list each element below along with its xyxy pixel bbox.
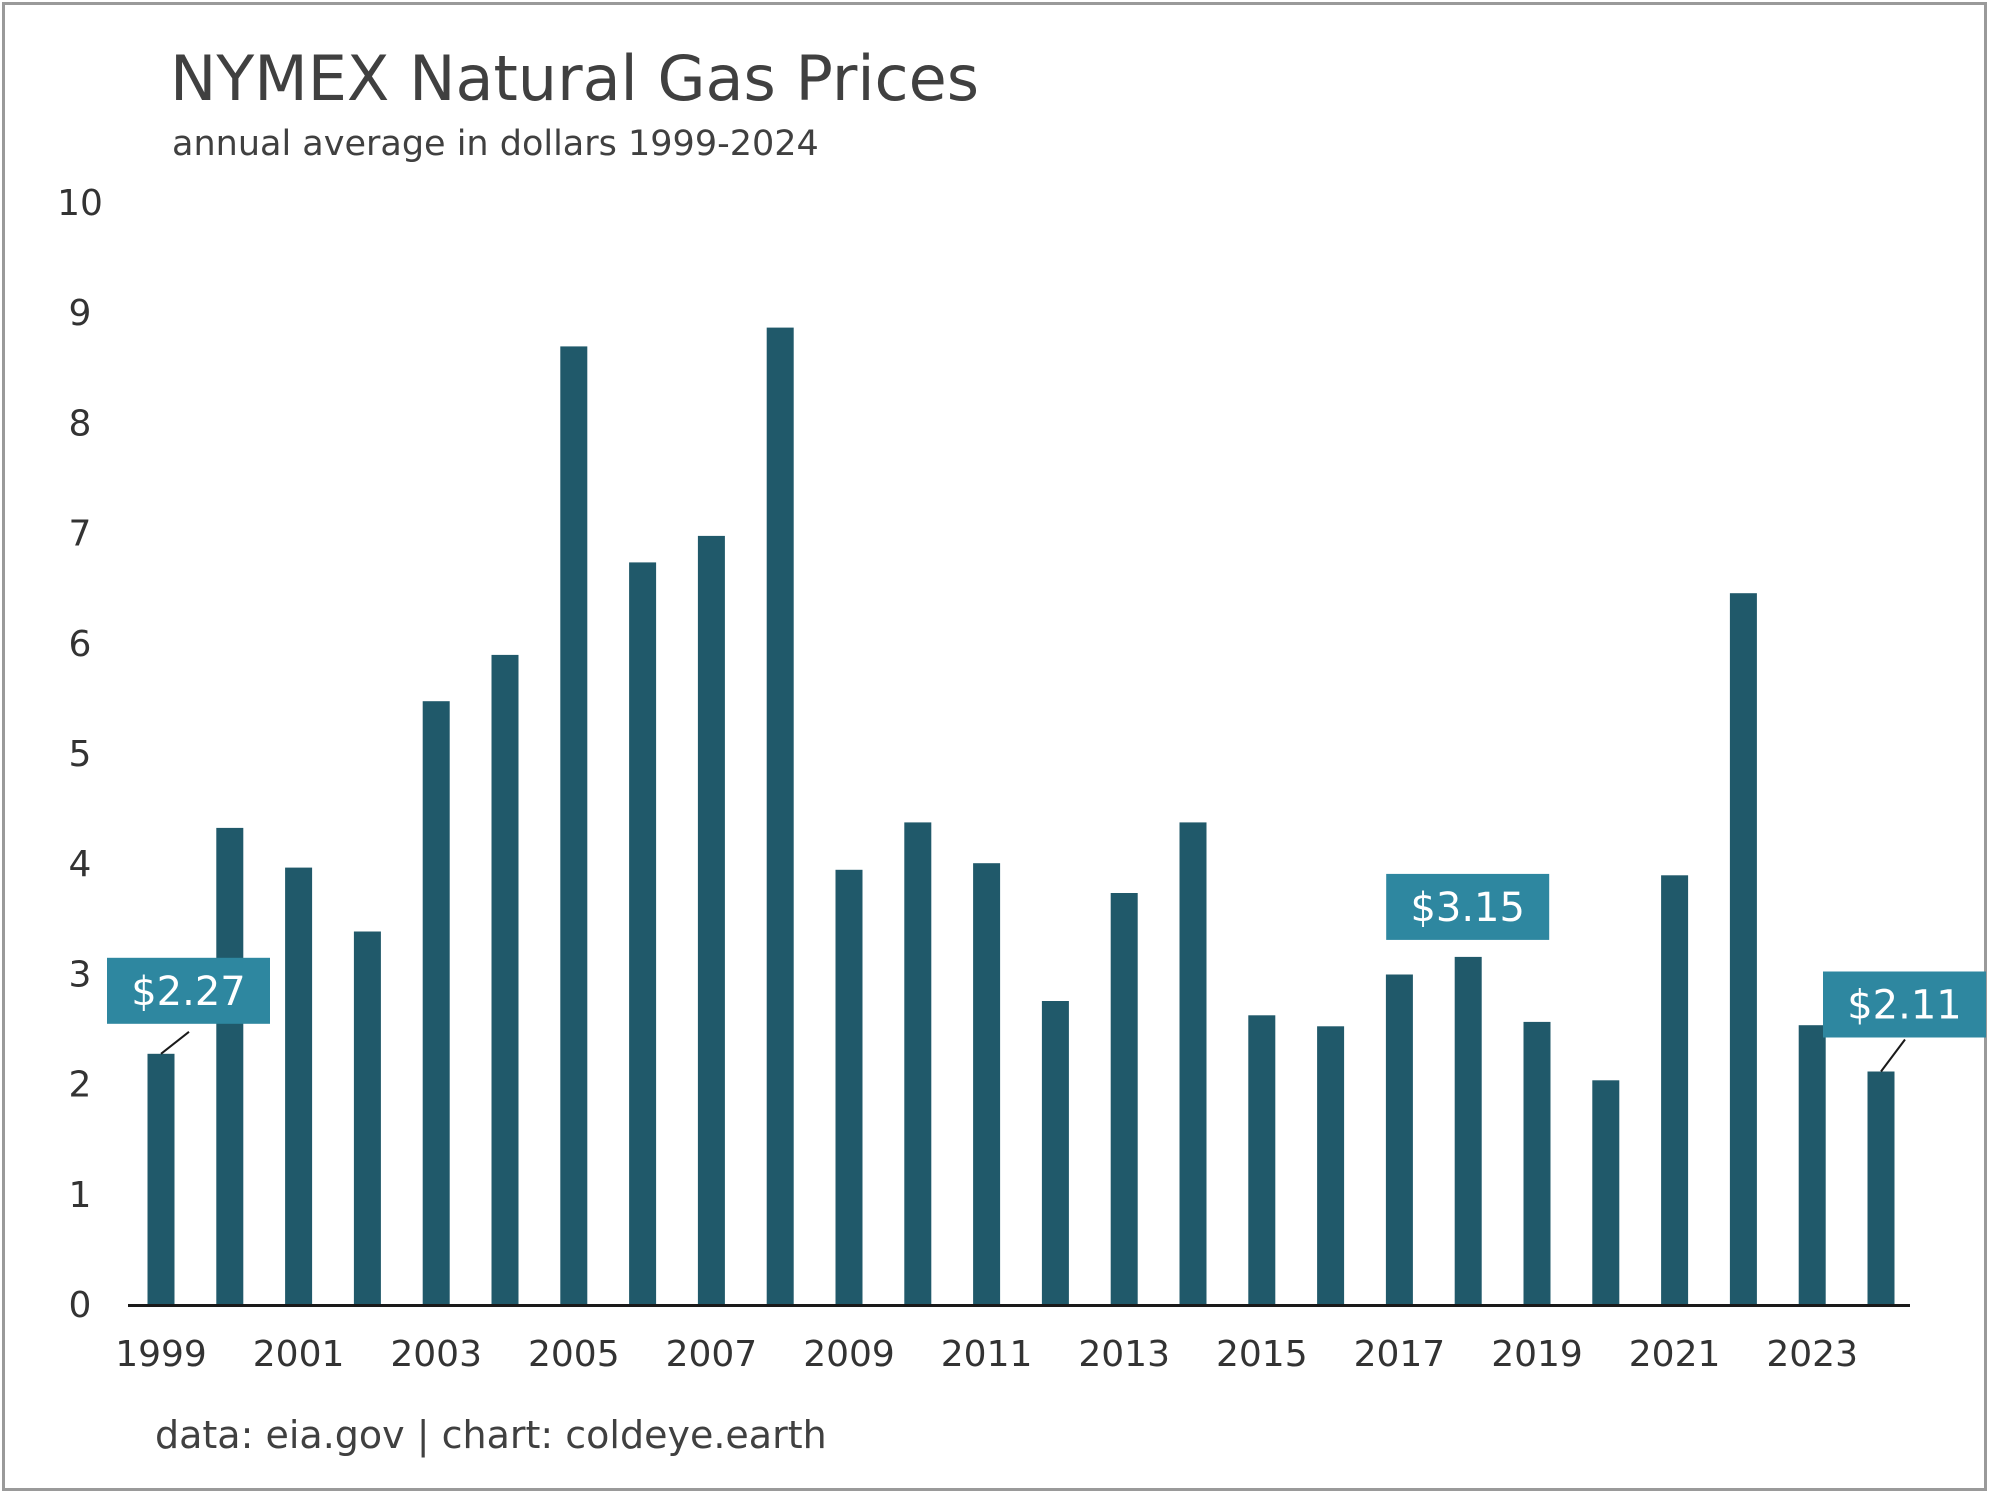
bar-2024 <box>1867 1071 1895 1304</box>
bars-layer <box>147 327 1895 1305</box>
bar-2020 <box>1592 1080 1620 1304</box>
bar-2023 <box>1798 1025 1826 1304</box>
x-axis: 1999 2001 2003 2005 2007 2009 2011 2013 2015 2017… <box>115 1334 1858 1375</box>
x-tick-label: 1999 <box>115 1334 207 1375</box>
x-tick-label: 2011 <box>941 1334 1033 1375</box>
chart-title: NYMEX Natural Gas Prices <box>170 42 980 115</box>
y-tick-label: 7 <box>69 514 92 555</box>
y-tick-label: 5 <box>69 734 92 775</box>
chart-subtitle: annual average in dollars 1999-2024 <box>172 124 819 164</box>
bar-2009 <box>835 869 863 1304</box>
y-tick-label: 3 <box>69 954 92 995</box>
callout-leader-line <box>160 1031 190 1055</box>
bar-2004 <box>491 654 519 1304</box>
chart-source-note: data: eia.gov | chart: coldeye.earth <box>155 1413 827 1457</box>
y-tick-label: 8 <box>69 403 92 444</box>
bar-2008 <box>766 327 794 1305</box>
y-axis: 0 1 2 3 4 5 6 7 8 9 10 <box>57 183 103 1326</box>
callout-leader-line <box>1880 1038 1906 1073</box>
y-tick-label: 10 <box>57 183 103 224</box>
x-tick-label: 2019 <box>1491 1334 1583 1375</box>
callout-2018: $3.15 <box>1386 873 1550 940</box>
bar-2005 <box>560 346 588 1304</box>
bar-2016 <box>1317 1026 1345 1304</box>
bar-2010 <box>904 822 932 1304</box>
x-tick-label: 2023 <box>1766 1334 1858 1375</box>
callout-label: $2.27 <box>131 969 246 1015</box>
bar-2000 <box>216 827 244 1304</box>
callout-1999: $2.27 <box>107 957 270 1055</box>
y-tick-label: 9 <box>69 293 92 334</box>
x-tick-label: 2013 <box>1078 1334 1170 1375</box>
callouts-layer: $2.27 $3.15 $2.11 <box>107 873 1986 1073</box>
bar-2015 <box>1248 1015 1276 1304</box>
x-tick-label: 2001 <box>253 1334 345 1375</box>
x-tick-label: 2017 <box>1354 1334 1446 1375</box>
bar-2013 <box>1110 893 1138 1304</box>
callout-label: $3.15 <box>1410 885 1525 931</box>
callout-2024: $2.11 <box>1823 971 1986 1073</box>
y-tick-label: 2 <box>69 1065 92 1106</box>
bar-2012 <box>1041 1001 1069 1304</box>
bar-2018 <box>1454 956 1482 1304</box>
bar-2017 <box>1385 974 1413 1304</box>
y-tick-label: 1 <box>69 1175 92 1216</box>
x-tick-label: 2015 <box>1216 1334 1308 1375</box>
x-tick-label: 2007 <box>666 1334 758 1375</box>
x-tick-label: 2005 <box>528 1334 620 1375</box>
callout-box <box>1386 873 1550 940</box>
y-tick-label: 4 <box>69 844 92 885</box>
bar-2014 <box>1179 822 1207 1304</box>
bar-2021 <box>1661 875 1689 1304</box>
y-tick-label: 6 <box>69 624 92 665</box>
bar-2006 <box>629 562 657 1304</box>
callout-label: $2.11 <box>1847 983 1962 1029</box>
bar-2002 <box>353 931 381 1304</box>
bar-2001 <box>285 867 313 1304</box>
callout-box <box>107 957 270 1024</box>
bar-2022 <box>1729 593 1757 1304</box>
x-tick-label: 2003 <box>390 1334 482 1375</box>
x-tick-label: 2009 <box>803 1334 895 1375</box>
bar-2003 <box>422 701 450 1304</box>
bar-2007 <box>697 535 725 1304</box>
bar-2019 <box>1523 1021 1551 1304</box>
bar-1999 <box>147 1053 175 1304</box>
bar-2011 <box>973 863 1001 1304</box>
callout-box <box>1823 971 1986 1038</box>
x-tick-label: 2021 <box>1629 1334 1721 1375</box>
y-tick-label: 0 <box>69 1285 92 1326</box>
